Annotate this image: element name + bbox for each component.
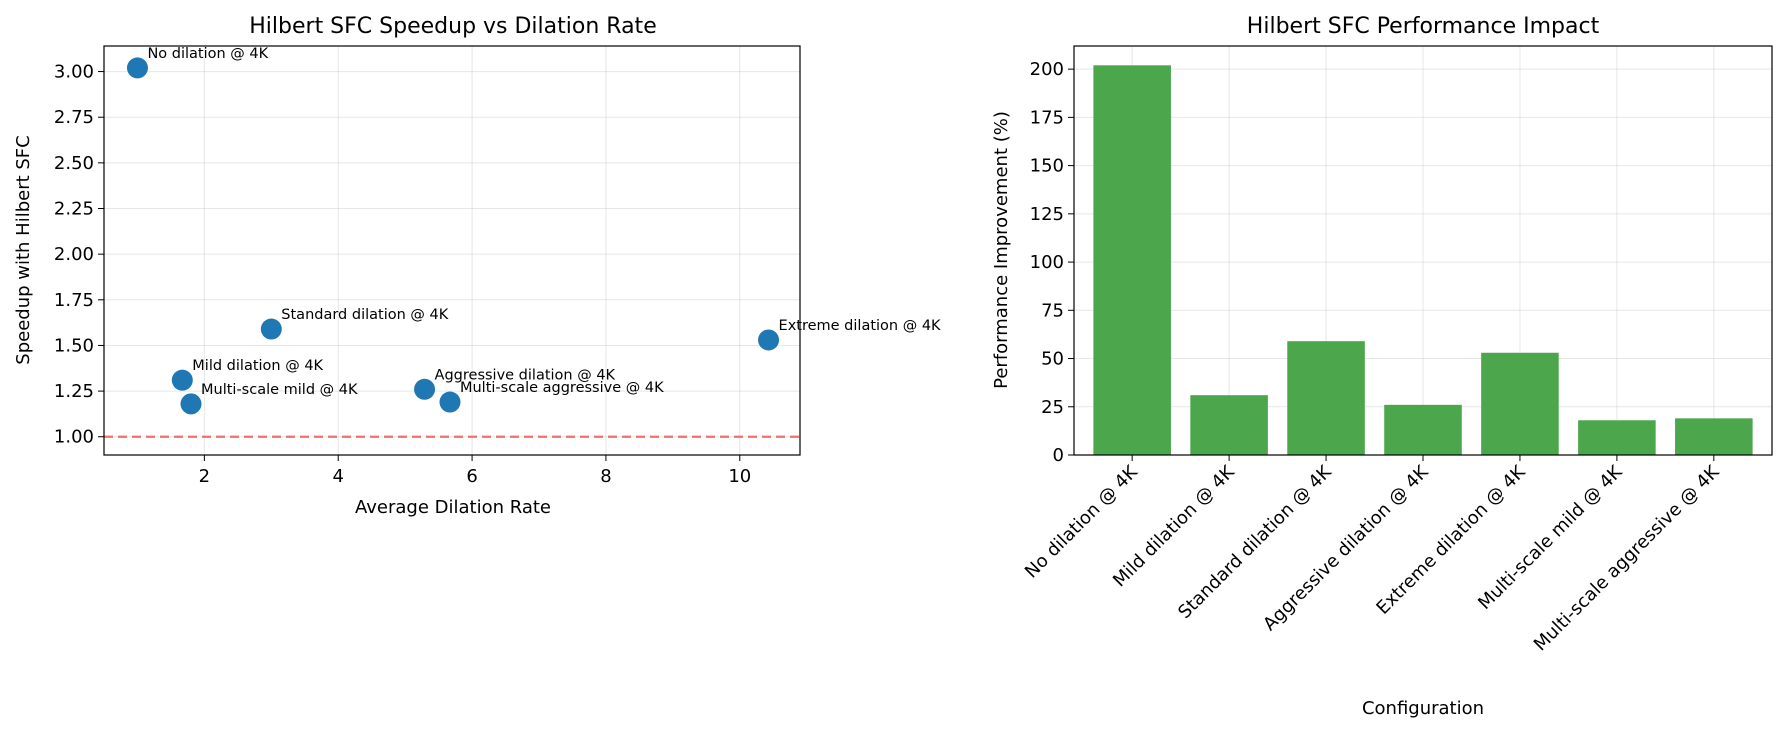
bar-y-tick-label: 125	[1030, 204, 1064, 225]
bar-chart-panel: Hilbert SFC Performance Impact Configura…	[991, 14, 1773, 719]
bar-y-tick-label: 100	[1030, 252, 1064, 273]
scatter-x-tick-label: 6	[466, 466, 477, 487]
scatter-chart-title: Hilbert SFC Speedup vs Dilation Rate	[249, 14, 656, 39]
scatter-point-label: Multi-scale mild @ 4K	[201, 382, 358, 398]
scatter-y-tick-label: 1.00	[54, 427, 94, 448]
bar-plot-frame	[1073, 45, 1773, 456]
bar-x-axis-label: Configuration	[1362, 698, 1484, 719]
bar-y-tick-label: 75	[1041, 300, 1064, 321]
scatter-point-label: Multi-scale aggressive @ 4K	[460, 380, 664, 396]
scatter-plot-frame	[103, 45, 801, 456]
bar-y-tick-label: 175	[1030, 107, 1064, 128]
scatter-point	[414, 378, 436, 400]
bar-chart-title: Hilbert SFC Performance Impact	[1247, 14, 1600, 39]
bar-category-label: Aggressive dilation @ 4K	[1259, 461, 1433, 635]
scatter-x-tick-label: 4	[333, 466, 344, 487]
bar-category-label: Standard dilation @ 4K	[1174, 461, 1336, 623]
scatter-point	[126, 57, 148, 79]
scatter-x-tick-label: 2	[199, 466, 210, 487]
scatter-x-tick-label: 8	[600, 466, 611, 487]
scatter-point-label: Aggressive dilation @ 4K	[435, 367, 616, 383]
bar	[1384, 404, 1462, 455]
bar	[1093, 65, 1171, 455]
scatter-x-axis-label: Average Dilation Rate	[355, 497, 551, 518]
scatter-point	[758, 329, 780, 351]
scatter-y-tick-label: 1.50	[54, 335, 94, 356]
scatter-y-tick-label: 2.50	[54, 153, 94, 174]
scatter-y-tick-label: 2.25	[54, 199, 94, 220]
bar-y-tick-label: 0	[1053, 445, 1064, 466]
scatter-y-axis-label: Speedup with Hilbert SFC	[13, 135, 34, 364]
scatter-point-label: Standard dilation @ 4K	[281, 307, 448, 323]
scatter-point	[180, 393, 202, 415]
bar-y-tick-label: 50	[1041, 349, 1064, 370]
bar	[1190, 395, 1268, 455]
scatter-y-tick-label: 2.75	[54, 107, 94, 128]
bar-y-tick-label: 200	[1030, 59, 1064, 80]
bar	[1481, 352, 1559, 455]
scatter-chart-panel: Hilbert SFC Speedup vs Dilation Rate Ave…	[13, 14, 941, 518]
bar	[1675, 418, 1753, 455]
scatter-point-label: Mild dilation @ 4K	[192, 358, 323, 374]
scatter-point	[439, 391, 461, 413]
scatter-point-label: Extreme dilation @ 4K	[779, 318, 942, 334]
scatter-y-tick-label: 2.00	[54, 244, 94, 265]
scatter-point	[171, 369, 193, 391]
scatter-point-label: No dilation @ 4K	[147, 46, 268, 62]
scatter-y-tick-label: 3.00	[54, 62, 94, 83]
bar-category-label: Multi-scale aggressive @ 4K	[1530, 461, 1724, 655]
bar-y-axis-label: Performance Improvement (%)	[991, 111, 1012, 389]
scatter-y-tick-label: 1.25	[54, 381, 94, 402]
bar-y-tick-label: 25	[1041, 397, 1064, 418]
scatter-point	[260, 318, 282, 340]
bar-y-tick-label: 150	[1030, 156, 1064, 177]
bar	[1578, 420, 1656, 455]
scatter-x-tick-label: 10	[728, 466, 751, 487]
scatter-y-tick-label: 1.75	[54, 290, 94, 311]
bar	[1287, 341, 1365, 455]
